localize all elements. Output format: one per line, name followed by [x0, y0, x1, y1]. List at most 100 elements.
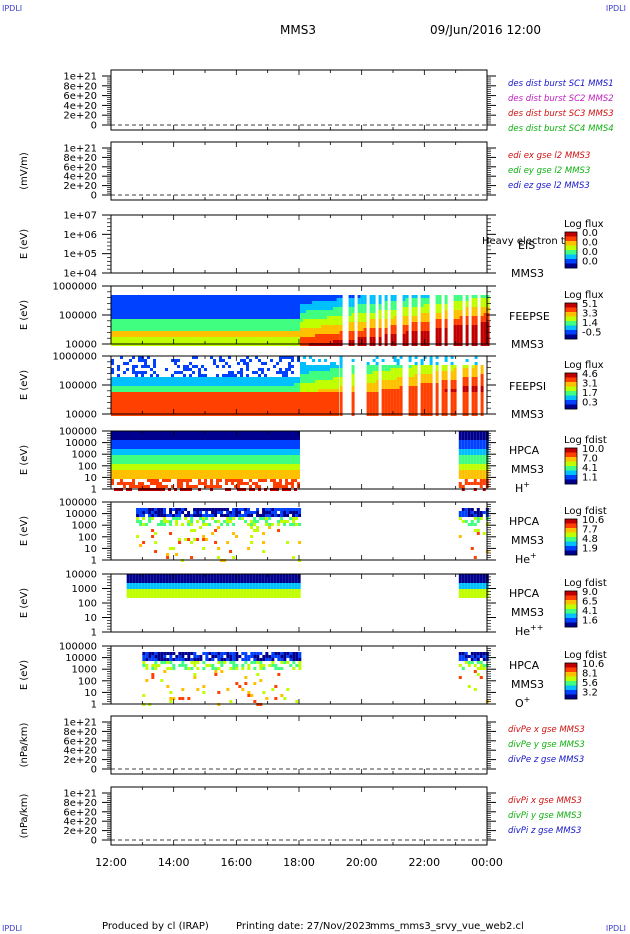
spectrogram-cell [414, 328, 418, 331]
spectrogram-cell [276, 467, 279, 470]
spectrogram-cell [474, 310, 478, 313]
spectrogram-cell [402, 337, 406, 340]
spectrogram-cell [351, 404, 355, 407]
spectrogram-cell [240, 398, 243, 401]
spectrogram-cell [216, 458, 219, 461]
spectrogram-cell [435, 356, 439, 359]
spectrogram-cell [174, 295, 177, 298]
spectrogram-cell [153, 407, 156, 410]
spectrogram-cell [405, 304, 409, 307]
spectrogram-cell [180, 313, 183, 316]
spectrogram-cell [474, 398, 478, 401]
spectrogram-cell [228, 316, 231, 319]
spectrogram-cell [123, 461, 126, 464]
spectrogram-cell [177, 383, 180, 386]
spectrogram-cell [405, 325, 409, 328]
spectrogram-cell [237, 322, 240, 325]
spectrogram-cell [111, 479, 114, 482]
spectrogram-cell [261, 437, 264, 440]
spectrogram-cell [294, 398, 297, 401]
spectrogram-cell [393, 380, 397, 383]
spectrogram-cell [138, 464, 141, 467]
spectrogram-cell [348, 331, 352, 334]
spectrogram-cell [120, 310, 123, 313]
spectrogram-cell [471, 374, 475, 377]
spectrogram-cell [444, 392, 448, 395]
spectrogram-cell [411, 368, 415, 371]
spectrogram-cell [240, 446, 243, 449]
spectrogram-cell [171, 437, 174, 440]
spectrogram-cell [390, 395, 394, 398]
spectrogram-cell [114, 316, 117, 319]
spectrogram-cell [414, 398, 418, 401]
spectrogram-cell [144, 322, 147, 325]
spectrogram-cell [429, 386, 433, 389]
spectrogram-cell [198, 434, 201, 437]
spectrogram-cell [333, 368, 336, 371]
spectrogram-cell [444, 401, 448, 404]
spectrogram-cell [366, 398, 370, 401]
spectrogram-cell [216, 455, 219, 458]
spectrogram-cell [330, 395, 333, 398]
spectrogram-cell [393, 365, 397, 368]
spectrogram-cell [237, 319, 240, 322]
spectrogram-cell [180, 307, 183, 310]
spectrogram-cell [189, 449, 192, 452]
spectrogram-cell [219, 485, 222, 488]
spectrogram-cell [144, 371, 147, 374]
spectrogram-cell [408, 395, 412, 398]
spectrogram-cell [156, 389, 159, 392]
spectrogram-cell [189, 434, 192, 437]
spectrogram-cell [480, 383, 484, 386]
spectrogram-cell [261, 377, 264, 380]
spectrogram-cell [375, 407, 379, 410]
spectrogram-cell [180, 295, 183, 298]
spectrogram-cell [201, 398, 204, 401]
spectrogram-cell [147, 434, 150, 437]
spectrogram-cell [318, 334, 321, 337]
spectrogram-cell [423, 398, 427, 401]
spectrogram-cell [246, 322, 249, 325]
spectrogram-cell [321, 304, 324, 307]
spectrogram-cell [153, 482, 156, 485]
spectrogram-cell [120, 407, 123, 410]
spectrogram-cell [414, 331, 418, 334]
spectrogram-cell [255, 395, 258, 398]
spectrogram-cell [282, 395, 285, 398]
spectrogram-cell [249, 319, 252, 322]
spectrogram-cell [129, 310, 132, 313]
spectrogram-cell [357, 334, 361, 337]
spectrogram-cell [231, 328, 234, 331]
spectrogram-cell [474, 368, 478, 371]
spectrogram-cell [231, 464, 234, 467]
spectrogram-cell [117, 401, 120, 404]
spectrogram-cell [156, 310, 159, 313]
spectrogram-cell [174, 470, 177, 473]
spectrogram-cell [240, 374, 243, 377]
spectrogram-cell [420, 319, 424, 322]
spectrogram-cell [234, 304, 237, 307]
spectrogram-cell [285, 331, 288, 334]
spectrogram-cell [411, 340, 415, 343]
spectrogram-cell [201, 322, 204, 325]
spectrogram-cell [225, 322, 228, 325]
spectrogram-cell [174, 328, 177, 331]
spectrogram-cell [483, 319, 487, 322]
spectrogram-cell [303, 362, 306, 365]
spectrogram-cell [231, 340, 234, 343]
spectrogram-cell [348, 337, 352, 340]
spectrogram-cell [339, 316, 343, 319]
spectrogram-cell [189, 464, 192, 467]
spectrogram-cell [267, 334, 270, 337]
spectrogram-cell [156, 395, 159, 398]
spectrogram-cell [204, 482, 207, 485]
spectrogram-cell [225, 304, 228, 307]
spectrogram-cell [378, 340, 382, 343]
spectrogram-cell [444, 380, 448, 383]
spectrogram-cell [387, 392, 391, 395]
spectrogram-cell [315, 410, 318, 413]
spectrogram-cell [159, 404, 162, 407]
spectrogram-cell [192, 440, 195, 443]
spectrogram-cell [153, 431, 156, 434]
spectrogram-cell [402, 295, 406, 298]
